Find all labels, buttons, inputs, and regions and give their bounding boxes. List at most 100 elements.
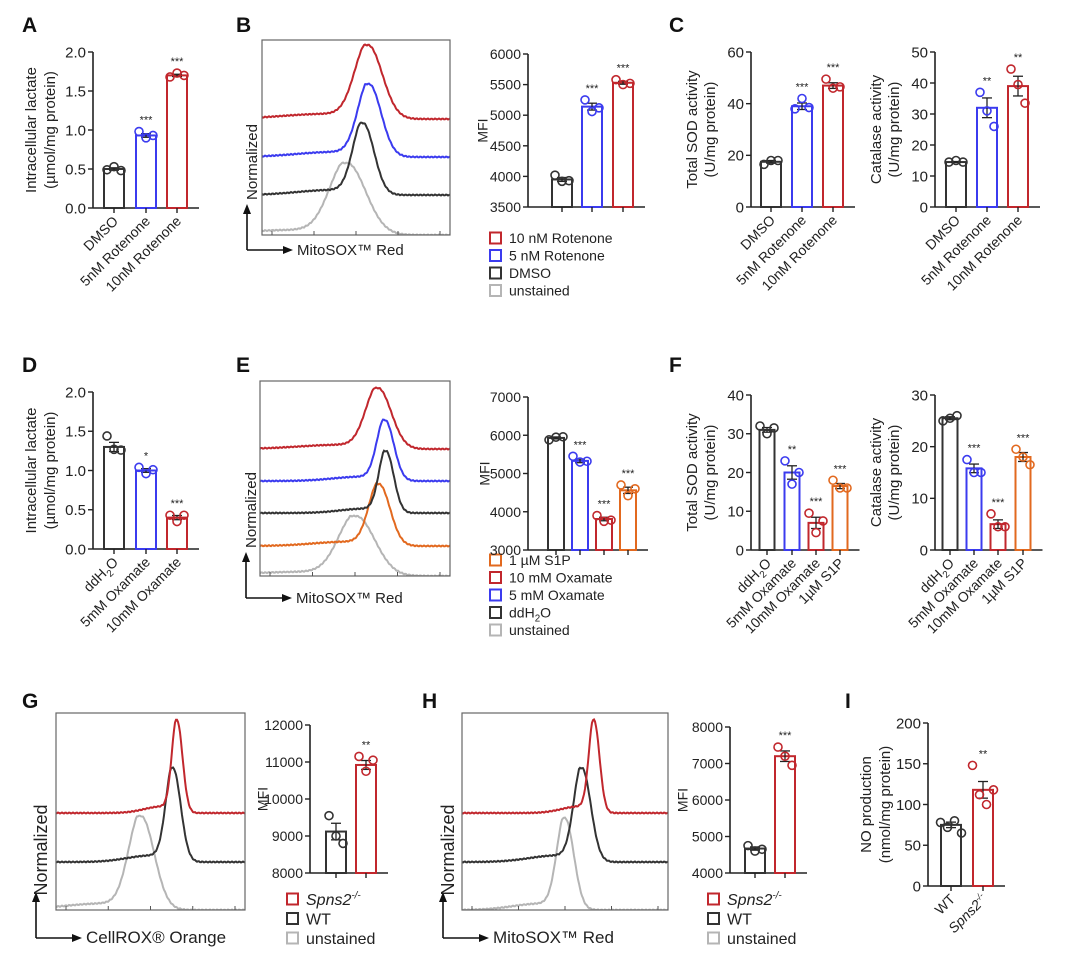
bar bbox=[135, 469, 157, 550]
data-point bbox=[780, 456, 790, 466]
y-tick-label: 30 bbox=[911, 106, 928, 123]
histogram-curve bbox=[56, 814, 245, 910]
significance-label: *** bbox=[992, 497, 1006, 509]
category-label: WT bbox=[931, 890, 958, 917]
data-point bbox=[828, 475, 838, 486]
bar bbox=[791, 105, 813, 208]
y-tick-label: 30 bbox=[911, 387, 928, 404]
data-point bbox=[962, 454, 972, 465]
histogram-frame bbox=[55, 712, 246, 911]
data-point bbox=[102, 431, 112, 441]
data-point bbox=[942, 822, 953, 833]
data-point bbox=[1025, 459, 1035, 470]
data-point bbox=[179, 510, 189, 521]
legend-label: 1 µM S1P bbox=[509, 552, 571, 568]
legend-label: unstained bbox=[509, 283, 570, 299]
y-tick-label: 0 bbox=[736, 199, 744, 216]
data-point bbox=[967, 760, 978, 771]
histogram-e: MitoSOX™ Red Normalized 1 µM S1P 10 mM Oxam… bbox=[242, 380, 613, 638]
arrow-head-up-icon bbox=[439, 892, 447, 902]
y-tick-label: 50 bbox=[911, 44, 928, 61]
y-tick-label: 40 bbox=[727, 96, 744, 113]
data-point bbox=[759, 159, 769, 170]
panel-label-d: D bbox=[22, 354, 38, 377]
data-point bbox=[616, 480, 626, 490]
y-tick-label: 50 bbox=[904, 838, 921, 855]
y-tick-label: 100 bbox=[896, 797, 921, 814]
significance-label: ** bbox=[362, 739, 371, 751]
data-point bbox=[550, 170, 560, 180]
data-point bbox=[986, 509, 996, 519]
significance-label: ** bbox=[788, 444, 797, 456]
legend-label: 10 mM Oxamate bbox=[509, 570, 613, 586]
y-tick-label: 20 bbox=[727, 148, 744, 165]
data-point bbox=[975, 87, 985, 98]
data-point bbox=[762, 428, 772, 439]
bar-chart-e: 3000 4000 5000 6000 7000 MFI *** *** *** bbox=[477, 389, 648, 558]
x-axis-label: MitoSOX™ Red bbox=[296, 590, 403, 607]
data-point bbox=[148, 130, 158, 141]
panel-label-h: H bbox=[422, 690, 438, 713]
data-point bbox=[618, 79, 628, 90]
data-point bbox=[743, 840, 753, 851]
significance-label: *** bbox=[617, 63, 631, 75]
y-axis-label: Normalized bbox=[244, 124, 261, 200]
data-point bbox=[952, 410, 962, 421]
data-point bbox=[116, 445, 126, 455]
data-point bbox=[969, 467, 979, 478]
histogram-curve bbox=[262, 161, 450, 235]
y-tick-label: 1.5 bbox=[65, 424, 86, 441]
bar bbox=[783, 471, 801, 551]
x-axis-label: MitoSOX™ Red bbox=[493, 928, 614, 947]
bar bbox=[547, 436, 565, 551]
panel-label-f: F bbox=[669, 354, 682, 377]
legend-swatch bbox=[489, 284, 502, 297]
bar bbox=[355, 763, 377, 875]
histogram-curve bbox=[262, 121, 450, 197]
legend-swatch bbox=[286, 892, 299, 906]
legend-label: unstained bbox=[509, 622, 570, 638]
histogram-curve bbox=[260, 449, 450, 515]
histogram-curve bbox=[56, 718, 245, 815]
data-point bbox=[1011, 444, 1021, 455]
data-point bbox=[165, 510, 175, 521]
data-point bbox=[993, 521, 1003, 532]
y-tick-label: 40 bbox=[727, 387, 744, 404]
y-tick-label: 0 bbox=[913, 878, 921, 895]
significance-label: *** bbox=[171, 498, 185, 510]
y-axis-label: Intracellular lactate bbox=[23, 67, 40, 193]
data-point bbox=[109, 444, 119, 455]
legend-swatch bbox=[489, 249, 502, 262]
y-tick-label: 10000 bbox=[264, 791, 303, 807]
bar-chart-g: 8000 9000 10000 11000 12000 MFI ** bbox=[255, 717, 388, 881]
data-point bbox=[949, 815, 960, 826]
histogram-b: MitoSOX™ Red Normalized 10 nM Rotenone 5 nM… bbox=[243, 39, 613, 299]
panel-label-g: G bbox=[22, 690, 39, 713]
panel-label-e: E bbox=[236, 354, 251, 377]
bar bbox=[831, 485, 849, 551]
data-point bbox=[606, 515, 616, 525]
data-point bbox=[368, 755, 378, 765]
bar bbox=[166, 74, 188, 210]
y-tick-label: 1.0 bbox=[65, 463, 86, 480]
data-point bbox=[988, 785, 999, 795]
data-point bbox=[1006, 64, 1016, 74]
data-point bbox=[773, 155, 783, 166]
y-tick-label: 4500 bbox=[490, 138, 521, 154]
y-tick-label: 4000 bbox=[490, 504, 521, 520]
significance-label: * bbox=[144, 450, 149, 462]
bar-chart-d: 0.0 0.5 1.0 1.5 2.0 Intracellular lactate (µmo… bbox=[23, 384, 199, 636]
y-axis-label: (U/mg protein) bbox=[886, 82, 903, 178]
data-point bbox=[797, 93, 807, 104]
y-tick-label: 7000 bbox=[692, 756, 723, 772]
data-point bbox=[787, 760, 797, 771]
data-point bbox=[780, 751, 790, 762]
data-point bbox=[558, 431, 568, 442]
data-point bbox=[165, 72, 175, 82]
significance-label: *** bbox=[598, 499, 612, 511]
data-point bbox=[564, 175, 574, 186]
bar bbox=[135, 134, 157, 210]
bar bbox=[581, 105, 603, 208]
